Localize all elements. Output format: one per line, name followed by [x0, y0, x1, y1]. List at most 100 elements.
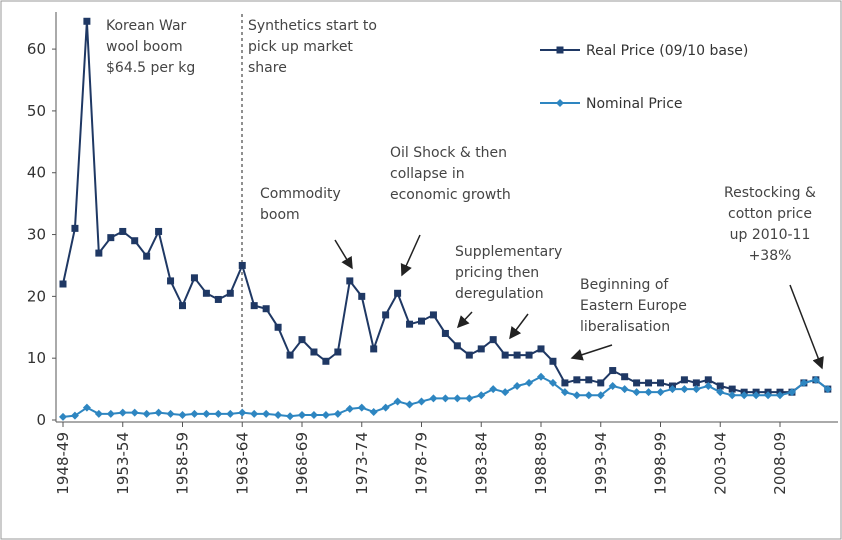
point	[597, 379, 605, 387]
point	[226, 409, 235, 418]
point	[740, 391, 749, 400]
y-tick-label: 50	[27, 102, 46, 120]
point	[477, 391, 486, 400]
point	[465, 351, 473, 359]
point	[370, 345, 378, 353]
arrow	[400, 234, 421, 277]
point	[70, 411, 79, 420]
arrow	[334, 239, 353, 270]
x-tick-label: 1953-54	[114, 432, 132, 495]
point	[728, 385, 736, 393]
point	[131, 237, 139, 245]
x-tick-label: 1983-84	[472, 432, 490, 495]
point	[560, 388, 569, 397]
point	[346, 277, 354, 285]
annotation: Synthetics start to	[248, 18, 377, 34]
annotation: up 2010-11	[730, 227, 811, 243]
annotation: collapse in	[390, 166, 465, 182]
point	[441, 394, 450, 403]
point	[632, 388, 641, 397]
point	[190, 409, 199, 418]
point	[704, 382, 713, 390]
point	[142, 409, 151, 418]
point	[513, 382, 522, 390]
annotation: +38%	[749, 248, 792, 264]
x-tick-label: 1978-79	[413, 432, 431, 495]
x-tick-label: 1948-49	[54, 432, 72, 495]
annotation: share	[248, 60, 287, 76]
annotation: Commodity	[260, 186, 341, 202]
point	[501, 351, 509, 359]
point	[310, 348, 318, 356]
point	[728, 391, 737, 400]
point	[381, 403, 390, 412]
arrow	[456, 311, 473, 329]
point	[644, 388, 653, 397]
point	[214, 409, 223, 418]
point	[298, 411, 306, 420]
annotation: cotton price	[728, 206, 812, 222]
point	[548, 378, 557, 387]
point	[155, 227, 163, 235]
point	[274, 323, 282, 331]
point	[656, 388, 665, 397]
annotation: Oil Shock & then	[390, 145, 507, 161]
point	[537, 372, 545, 381]
point	[262, 409, 271, 418]
annotation: pricing then	[455, 265, 539, 281]
point	[166, 409, 175, 418]
point	[179, 302, 186, 310]
annotation: economic growth	[390, 187, 511, 203]
point	[178, 411, 187, 420]
point	[692, 379, 700, 387]
point	[489, 385, 498, 394]
point	[584, 391, 593, 400]
point	[250, 409, 259, 418]
point	[107, 234, 115, 242]
x-tick-label: 1998-99	[652, 432, 670, 495]
point	[214, 295, 222, 303]
x-tick-label: 1963-64	[233, 432, 251, 495]
point	[453, 342, 461, 350]
point	[190, 274, 198, 282]
arrows	[334, 234, 824, 370]
annotation: Korean War	[106, 18, 187, 34]
point	[811, 375, 820, 384]
point	[334, 348, 342, 356]
point	[645, 379, 653, 387]
point	[704, 376, 712, 384]
point	[429, 394, 438, 403]
legend-marker	[556, 46, 564, 54]
y-tick-label: 0	[36, 411, 46, 429]
annotation: deregulation	[455, 286, 544, 302]
annotation: liberalisation	[580, 319, 670, 335]
point	[202, 289, 210, 297]
x-tick-label: 2003-04	[711, 432, 729, 495]
point	[369, 407, 378, 416]
point	[680, 376, 688, 384]
point	[633, 379, 641, 387]
point	[501, 388, 510, 397]
point	[596, 391, 605, 400]
annotation: Supplementary	[455, 244, 562, 260]
point	[59, 280, 67, 288]
point	[418, 317, 425, 325]
point	[405, 400, 414, 409]
point	[716, 388, 725, 397]
point	[429, 311, 437, 319]
annotation: $64.5 per kg	[106, 60, 195, 76]
point	[572, 391, 581, 400]
point	[83, 17, 91, 25]
point	[118, 408, 127, 417]
point	[345, 404, 354, 413]
annotation: Eastern Europe	[580, 298, 687, 314]
x-tick-label: 1993-94	[592, 432, 610, 495]
point	[321, 411, 330, 420]
point	[286, 351, 294, 359]
annotation: boom	[260, 207, 300, 223]
point	[609, 367, 617, 375]
point	[154, 408, 163, 417]
point	[823, 385, 832, 394]
x-tick-label: 1988-89	[532, 432, 550, 495]
x-tick-label: 1968-69	[293, 432, 311, 495]
